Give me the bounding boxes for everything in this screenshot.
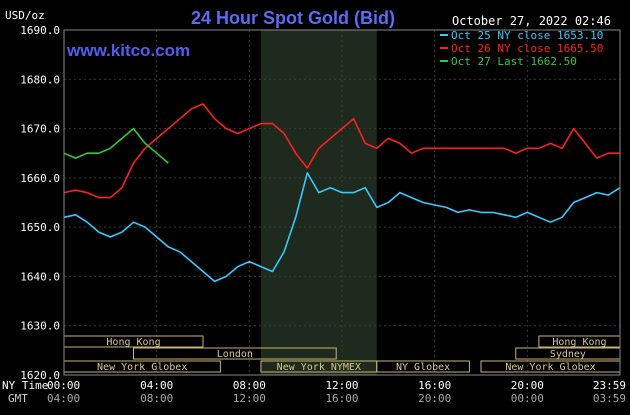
y-tick-label: 1690.0 bbox=[20, 24, 60, 37]
session-label: New York Globex bbox=[505, 362, 595, 373]
x-tick-label-ny: 20:00 bbox=[511, 379, 544, 392]
x-tick-label-gmt: 08:00 bbox=[140, 392, 173, 405]
session-label: Hong Kong bbox=[106, 337, 160, 348]
session-label: New York Globex bbox=[97, 362, 187, 373]
y-tick-label: 1670.0 bbox=[20, 123, 60, 136]
series-line bbox=[63, 103, 620, 199]
y-tick-label: 1640.0 bbox=[20, 270, 60, 283]
y-tick-label: 1620.0 bbox=[20, 369, 60, 382]
legend-entry: Oct 27 Last 1662.50 bbox=[451, 55, 577, 68]
gmt-label: GMT bbox=[8, 392, 28, 405]
session-label: Sydney bbox=[550, 349, 586, 360]
x-tick-label-ny: 23:59 bbox=[593, 379, 626, 392]
x-tick-label-gmt: 00:00 bbox=[511, 392, 544, 405]
y-tick-label: 1630.0 bbox=[20, 320, 60, 333]
x-tick-label-ny: 04:00 bbox=[140, 379, 173, 392]
x-tick-label-gmt: 12:00 bbox=[233, 392, 266, 405]
legend-entry: Oct 25 NY close 1653.10 bbox=[451, 29, 603, 42]
chart-title: 24 Hour Spot Gold (Bid) bbox=[191, 8, 395, 28]
x-tick-label-gmt: 16:00 bbox=[325, 392, 358, 405]
x-tick-label-ny: 00:00 bbox=[47, 379, 80, 392]
x-tick-label-gmt: 04:00 bbox=[47, 392, 80, 405]
x-tick-label-ny: 16:00 bbox=[418, 379, 451, 392]
session-label: New York NYMEX bbox=[277, 362, 361, 373]
y-tick-label: 1650.0 bbox=[20, 221, 60, 234]
session-label: NY Globex bbox=[396, 362, 450, 373]
y-axis-label: USD/oz bbox=[5, 9, 45, 22]
y-tick-label: 1680.0 bbox=[20, 73, 60, 86]
website-label[interactable]: www.kitco.com bbox=[66, 41, 190, 60]
nymex-session-shade bbox=[260, 30, 377, 375]
date-stamp: October 27, 2022 02:46 bbox=[452, 14, 611, 28]
x-tick-label-gmt: 03:59 bbox=[593, 392, 626, 405]
session-label: Hong Kong bbox=[552, 337, 606, 348]
x-tick-label-ny: 12:00 bbox=[325, 379, 358, 392]
session-bar bbox=[133, 347, 337, 360]
x-tick-label-gmt: 20:00 bbox=[418, 392, 451, 405]
plot-frame bbox=[63, 29, 621, 376]
session-bar bbox=[376, 360, 470, 373]
ny-time-label: NY Time bbox=[2, 379, 48, 392]
series-line bbox=[63, 172, 621, 283]
x-tick-label-ny: 08:00 bbox=[233, 379, 266, 392]
y-tick-label: 1660.0 bbox=[20, 172, 60, 185]
series-line bbox=[63, 127, 169, 164]
legend-entry: Oct 26 NY close 1665.50 bbox=[451, 42, 603, 55]
session-label: London bbox=[217, 349, 253, 360]
